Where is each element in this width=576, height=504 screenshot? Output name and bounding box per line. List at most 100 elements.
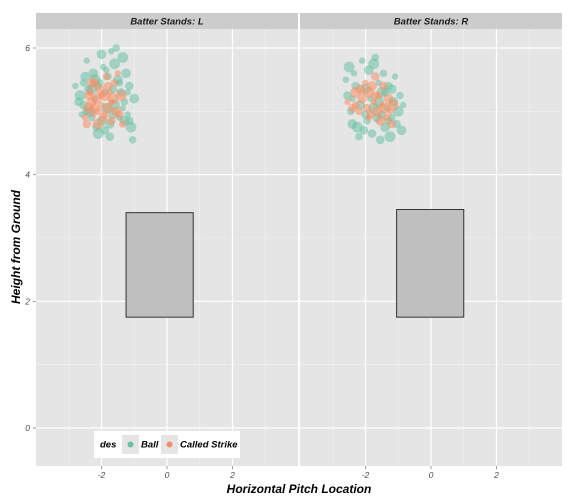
legend-swatch-ball bbox=[127, 441, 134, 448]
legend: des Ball Called Strike bbox=[94, 431, 240, 458]
point-called-strike bbox=[371, 91, 380, 100]
data-points bbox=[342, 53, 407, 145]
point-ball bbox=[371, 53, 380, 62]
point-ball bbox=[124, 111, 131, 118]
legend-title: des bbox=[100, 440, 116, 451]
x-tick-label: 2 bbox=[229, 470, 235, 480]
point-ball bbox=[74, 90, 86, 101]
data-points bbox=[72, 44, 140, 144]
point-ball bbox=[125, 116, 134, 126]
point-called-strike bbox=[371, 105, 383, 117]
point-ball bbox=[125, 81, 134, 91]
point-ball bbox=[128, 136, 137, 144]
point-called-strike bbox=[119, 120, 127, 128]
point-called-strike bbox=[90, 103, 100, 114]
point-called-strike bbox=[103, 103, 113, 114]
point-ball bbox=[399, 101, 407, 109]
point-ball bbox=[367, 129, 377, 138]
point-called-strike bbox=[367, 81, 377, 91]
point-called-strike bbox=[115, 90, 127, 101]
legend-label-called-strike: Called Strike bbox=[180, 440, 238, 451]
point-called-strike bbox=[383, 113, 391, 122]
point-ball bbox=[396, 91, 404, 100]
x-axis-ticks: -2 0 2 bbox=[362, 466, 499, 480]
point-called-strike bbox=[379, 81, 388, 91]
strip-label-right: Batter Stands: R bbox=[394, 17, 469, 28]
point-ball bbox=[80, 71, 90, 82]
point-ball bbox=[343, 61, 355, 73]
strike-zone bbox=[125, 212, 194, 318]
point-called-strike bbox=[387, 119, 397, 129]
point-ball bbox=[396, 125, 407, 136]
point-called-strike bbox=[108, 98, 115, 106]
point-ball bbox=[359, 126, 369, 135]
y-tick-label: 6 bbox=[25, 43, 30, 53]
facet-batter-left: Batter Stands: L -2 0 2 bbox=[36, 13, 298, 480]
x-tick-label: 0 bbox=[165, 470, 170, 480]
point-called-strike bbox=[370, 98, 377, 106]
x-tick-label: -2 bbox=[362, 470, 370, 480]
point-called-strike bbox=[98, 92, 105, 99]
point-called-strike bbox=[344, 98, 351, 106]
point-called-strike bbox=[365, 114, 372, 121]
point-called-strike bbox=[92, 118, 104, 130]
point-ball bbox=[96, 49, 107, 60]
y-tick-label: 0 bbox=[25, 423, 30, 433]
point-ball bbox=[368, 58, 380, 70]
point-ball bbox=[129, 93, 140, 104]
point-ball bbox=[112, 44, 120, 52]
point-ball bbox=[119, 104, 126, 112]
point-ball bbox=[359, 57, 366, 64]
point-ball bbox=[83, 57, 90, 64]
point-called-strike bbox=[375, 115, 386, 126]
point-ball bbox=[391, 73, 399, 80]
point-ball bbox=[355, 132, 363, 141]
x-tick-label: 2 bbox=[493, 470, 499, 480]
point-ball bbox=[105, 132, 114, 141]
point-ball bbox=[72, 82, 79, 90]
point-ball bbox=[342, 76, 350, 83]
x-tick-label: 0 bbox=[429, 470, 434, 480]
point-called-strike bbox=[357, 93, 368, 104]
point-called-strike bbox=[86, 77, 97, 88]
point-ball bbox=[103, 66, 110, 74]
strip-background bbox=[300, 13, 562, 29]
strip-label-left: Batter Stands: L bbox=[130, 17, 204, 28]
x-axis-ticks: -2 0 2 bbox=[98, 466, 235, 480]
point-ball bbox=[386, 84, 397, 95]
point-called-strike bbox=[102, 72, 111, 81]
point-called-strike bbox=[362, 103, 372, 113]
point-called-strike bbox=[387, 99, 399, 111]
facet-batter-right: Batter Stands: R -2 0 2 bbox=[300, 13, 562, 480]
point-called-strike bbox=[98, 101, 105, 109]
point-called-strike bbox=[355, 84, 366, 95]
y-axis-title: Height from Ground bbox=[9, 189, 23, 304]
point-called-strike bbox=[81, 114, 89, 121]
point-ball bbox=[350, 70, 358, 77]
point-called-strike bbox=[84, 91, 93, 100]
point-called-strike bbox=[351, 101, 360, 109]
y-tick-label: 2 bbox=[24, 296, 30, 306]
point-called-strike bbox=[371, 72, 380, 81]
point-called-strike bbox=[115, 110, 124, 119]
point-called-strike bbox=[103, 81, 113, 91]
strike-zone bbox=[396, 209, 465, 318]
legend-swatch-called-strike bbox=[166, 441, 173, 448]
point-ball bbox=[117, 52, 129, 63]
point-called-strike bbox=[82, 119, 92, 129]
point-called-strike bbox=[107, 116, 116, 126]
point-called-strike bbox=[110, 79, 119, 87]
point-ball bbox=[379, 69, 388, 78]
x-axis-title: Horizontal Pitch Location bbox=[227, 482, 372, 496]
point-called-strike bbox=[114, 70, 122, 77]
point-called-strike bbox=[101, 110, 109, 119]
y-tick-label: 4 bbox=[25, 170, 30, 180]
point-ball bbox=[100, 126, 110, 135]
x-tick-label: -2 bbox=[98, 470, 106, 480]
point-called-strike bbox=[362, 79, 369, 87]
point-ball bbox=[109, 58, 120, 70]
point-ball bbox=[121, 68, 131, 79]
point-ball bbox=[375, 135, 385, 145]
y-axis-ticks: 0 2 4 6 bbox=[24, 43, 36, 433]
